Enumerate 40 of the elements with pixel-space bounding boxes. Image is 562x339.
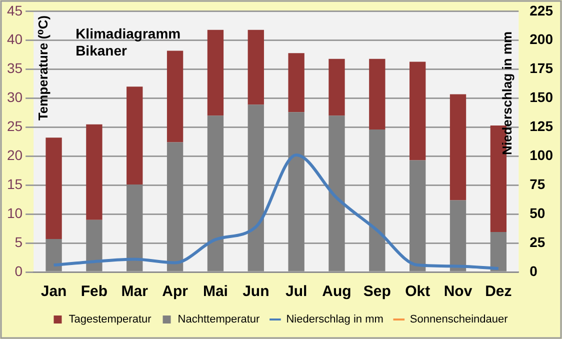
y2-tick-label: 225 <box>530 2 554 18</box>
y2-tick-label: 50 <box>530 204 546 221</box>
legend-label: Tagestemperatur <box>68 314 152 326</box>
y-tick-label: 15 <box>6 176 23 192</box>
y2-axis-title: Niederschlag in mm <box>500 31 515 155</box>
y-tick-label: 25 <box>6 118 23 134</box>
legend-label: Nachttemperatur <box>178 314 260 326</box>
y-tick-label: 30 <box>6 89 23 106</box>
legend-label: Niederschlag in mm <box>286 314 384 326</box>
y-tick-label: 20 <box>6 147 23 164</box>
y2-tick-label: 175 <box>530 60 554 76</box>
x-tick-label: Apr <box>162 283 188 300</box>
y2-tick-label: 25 <box>530 234 546 250</box>
y-tick-label: 0 <box>14 262 23 279</box>
legend-label: Sonnenscheindauer <box>410 314 508 326</box>
x-tick-label: Jul <box>285 283 308 300</box>
y2-tick-label: 100 <box>530 147 554 164</box>
x-tick-label: Jun <box>242 283 270 300</box>
y2-tick-label: 200 <box>530 31 554 48</box>
y2-tick-label: 75 <box>530 176 546 192</box>
line-series <box>52 154 500 270</box>
x-tick-label: Aug <box>322 283 352 300</box>
y-tick-label: 35 <box>6 60 23 76</box>
x-tick-label: Mai <box>202 283 228 300</box>
x-tick-label: Dez <box>485 283 512 300</box>
text: Klimadiagramm Bikaner <box>76 25 181 58</box>
x-tick-label: Sep <box>363 283 391 300</box>
y2-tick-label: 150 <box>530 89 554 106</box>
y-tick-label: 10 <box>6 204 23 221</box>
y-tick-label: 45 <box>6 2 23 18</box>
y-tick-label: 5 <box>14 234 23 250</box>
x-tick-label: Okt <box>405 283 430 300</box>
y2-tick-label: 0 <box>530 262 538 279</box>
x-tick-label: Jan <box>40 283 67 300</box>
x-tick-label: Nov <box>444 283 473 300</box>
y2-tick-label: 125 <box>530 118 554 134</box>
y-axis-title: Temperature (⁰C) <box>36 15 51 121</box>
x-tick-label: Feb <box>80 283 108 300</box>
y-tick-label: 40 <box>6 31 23 48</box>
x-tick-label: Mar <box>121 283 148 300</box>
